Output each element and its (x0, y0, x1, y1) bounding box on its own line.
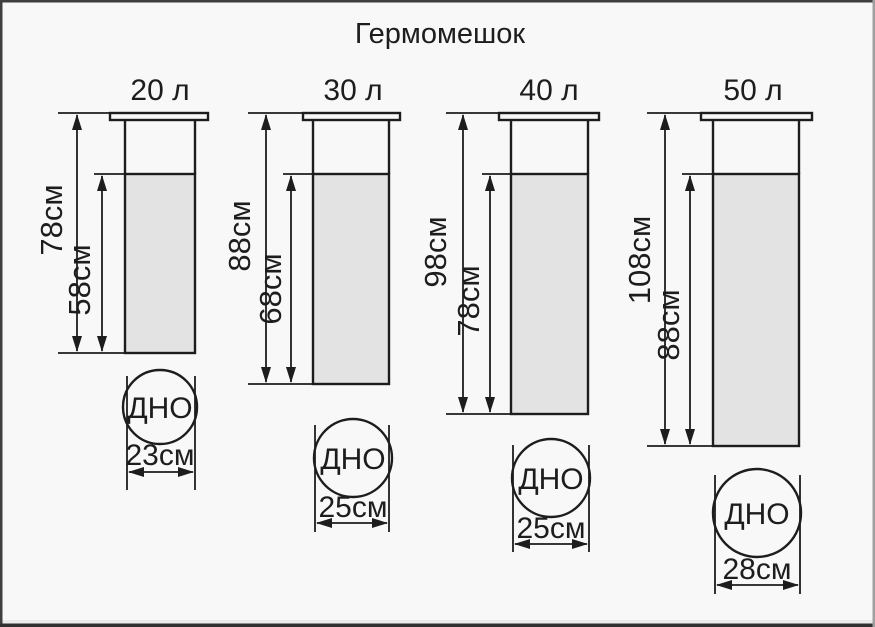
volume-label: 30 л (323, 74, 382, 107)
bottom-circle-label: ДНО (320, 443, 385, 476)
diameter-label: 25см (517, 512, 586, 545)
bottom-circle-label: ДНО (127, 392, 192, 425)
diameter-label: 25см (319, 491, 388, 524)
page-border-bottom-light (0, 620, 875, 624)
outer-dimension-label: 108см (622, 216, 657, 305)
bottom-circle-label: ДНО (724, 498, 789, 531)
bottom-circle (510, 437, 592, 519)
bag-diagram-40l: 40 л 98см 78см ДНО 25см (418, 74, 601, 552)
page-border-left (0, 0, 3, 627)
inner-dimension-label: 68см (253, 253, 288, 324)
bag-diagram-50l: 50 л 108см 88см ДНО 28см (622, 74, 814, 594)
outer-dimension-label: 78см (34, 184, 69, 255)
page-border-bottom (0, 623, 875, 627)
page-border-right (872, 0, 875, 627)
bag-cap (108, 111, 210, 122)
bag-cap (699, 111, 814, 122)
bottom-circle (711, 467, 803, 559)
volume-label: 20 л (130, 74, 189, 107)
bottom-circle (121, 368, 199, 446)
volume-label: 50 л (723, 74, 782, 107)
bag-fill-body (711, 172, 801, 448)
bag-fill-body (123, 172, 197, 355)
inner-dimension-label: 78см (451, 265, 486, 336)
outer-dimension-label: 88см (222, 200, 257, 271)
page-title: Гермомешок (355, 18, 526, 50)
volume-label: 40 л (519, 74, 578, 107)
inner-dimension-label: 88см (651, 289, 686, 360)
bag-diagram-30l: 30 л 88см 68см ДНО 25см (222, 74, 402, 532)
diameter-label: 23см (126, 439, 195, 472)
inner-dimension-label: 58см (62, 244, 97, 315)
bottom-circle-label: ДНО (518, 463, 583, 496)
bag-cap (497, 111, 601, 122)
bottom-circle (312, 417, 394, 499)
page-border-top (0, 0, 875, 3)
bag-fill-body (509, 172, 590, 416)
bag-diagram-20l: 20 л 78см 58см ДНО 23см (34, 74, 210, 490)
bag-cap (301, 111, 402, 122)
bag-fill-body (311, 172, 391, 386)
diameter-label: 28см (723, 553, 792, 586)
outer-dimension-label: 98см (418, 216, 453, 287)
